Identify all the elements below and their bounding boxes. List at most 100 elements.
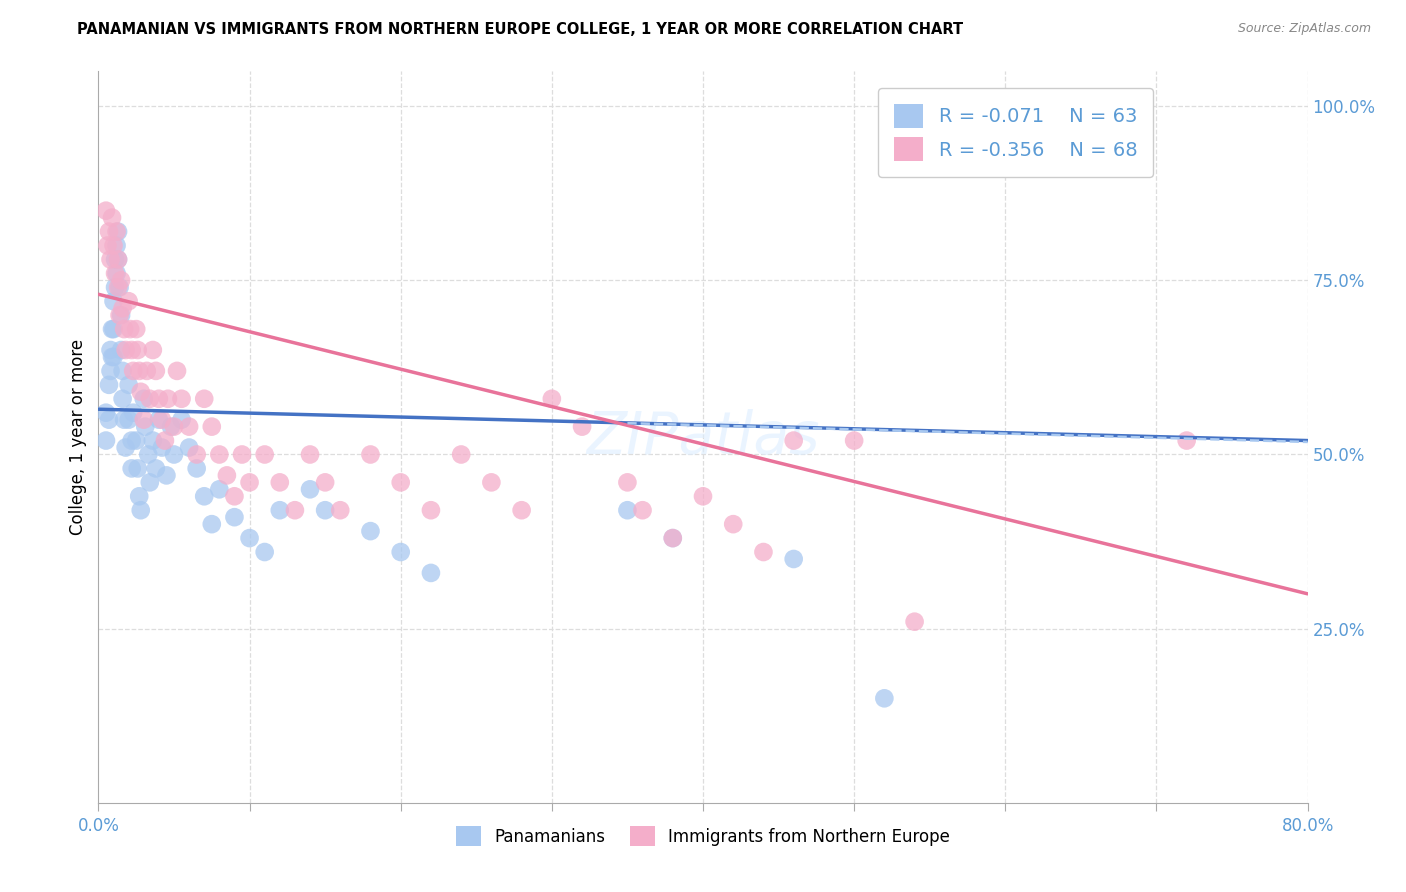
Point <box>103 238 125 252</box>
Point <box>231 448 253 462</box>
Point <box>101 322 124 336</box>
Point <box>208 448 231 462</box>
Point <box>132 392 155 406</box>
Point <box>156 392 179 406</box>
Point <box>179 419 201 434</box>
Point <box>186 448 208 462</box>
Point <box>481 475 503 490</box>
Point <box>108 308 131 322</box>
Point <box>329 503 352 517</box>
Point <box>631 503 654 517</box>
Point <box>98 225 121 239</box>
Point <box>98 412 121 426</box>
Point <box>100 364 122 378</box>
Point <box>253 448 276 462</box>
Point <box>110 343 132 357</box>
Point <box>101 350 124 364</box>
Point <box>420 566 443 580</box>
Point <box>139 392 162 406</box>
Point <box>723 517 745 532</box>
Point <box>129 503 152 517</box>
Point <box>111 301 134 316</box>
Point <box>142 343 165 357</box>
Point <box>134 419 156 434</box>
Point <box>96 238 118 252</box>
Point <box>692 489 714 503</box>
Point <box>111 364 134 378</box>
Point <box>145 364 167 378</box>
Point <box>127 461 149 475</box>
Point <box>98 377 121 392</box>
Point <box>150 412 173 426</box>
Point <box>269 503 291 517</box>
Point <box>148 412 170 426</box>
Point <box>94 203 117 218</box>
Point <box>145 461 167 475</box>
Point <box>127 343 149 357</box>
Point <box>163 419 186 434</box>
Point <box>103 350 125 364</box>
Point <box>389 545 412 559</box>
Point <box>253 545 276 559</box>
Point <box>103 294 125 309</box>
Point <box>118 294 141 309</box>
Point <box>128 489 150 503</box>
Point <box>215 468 238 483</box>
Point <box>100 343 122 357</box>
Point <box>208 483 231 497</box>
Point <box>110 308 132 322</box>
Point <box>125 434 148 448</box>
Point <box>122 364 145 378</box>
Point <box>389 475 412 490</box>
Point <box>125 322 148 336</box>
Text: ZIPatlas: ZIPatlas <box>586 409 820 466</box>
Point <box>118 412 141 426</box>
Point <box>193 392 215 406</box>
Point <box>179 441 201 455</box>
Point <box>269 475 291 490</box>
Point <box>128 364 150 378</box>
Point <box>150 441 173 455</box>
Point <box>121 461 143 475</box>
Point <box>94 434 117 448</box>
Text: PANAMANIAN VS IMMIGRANTS FROM NORTHERN EUROPE COLLEGE, 1 YEAR OR MORE CORRELATIO: PANAMANIAN VS IMMIGRANTS FROM NORTHERN E… <box>77 22 963 37</box>
Point <box>94 406 117 420</box>
Y-axis label: College, 1 year or more: College, 1 year or more <box>69 339 87 535</box>
Point <box>153 434 176 448</box>
Point <box>110 273 132 287</box>
Text: Source: ZipAtlas.com: Source: ZipAtlas.com <box>1237 22 1371 36</box>
Point <box>118 377 141 392</box>
Point <box>132 412 155 426</box>
Point <box>571 419 593 434</box>
Point <box>107 225 129 239</box>
Point <box>844 434 866 448</box>
Point <box>103 322 125 336</box>
Point <box>540 392 562 406</box>
Point <box>201 517 224 532</box>
Point <box>122 406 145 420</box>
Point <box>142 434 165 448</box>
Point <box>112 412 135 426</box>
Point <box>783 434 806 448</box>
Point <box>360 448 382 462</box>
Point <box>104 280 127 294</box>
Point <box>873 691 896 706</box>
Point <box>360 524 382 538</box>
Point <box>299 483 322 497</box>
Point <box>136 448 159 462</box>
Point <box>224 489 246 503</box>
Point <box>111 392 134 406</box>
Point <box>121 434 143 448</box>
Point <box>108 280 131 294</box>
Point <box>166 364 188 378</box>
Point <box>160 419 183 434</box>
Point <box>752 545 775 559</box>
Point <box>420 503 443 517</box>
Point <box>239 531 262 545</box>
Point <box>104 266 127 280</box>
Point <box>120 322 142 336</box>
Point <box>193 489 215 503</box>
Point <box>904 615 927 629</box>
Point <box>105 238 128 252</box>
Legend: Panamanians, Immigrants from Northern Europe: Panamanians, Immigrants from Northern Eu… <box>449 820 957 853</box>
